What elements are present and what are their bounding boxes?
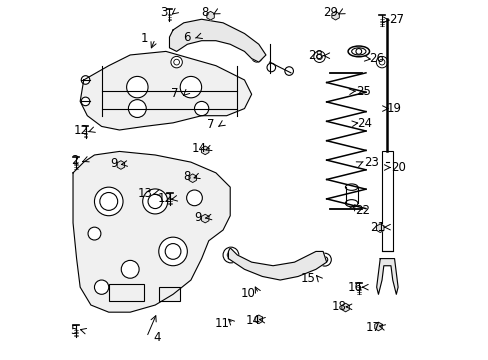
Text: 16: 16 xyxy=(347,281,362,294)
Circle shape xyxy=(81,76,90,84)
Text: 2: 2 xyxy=(71,154,79,167)
Circle shape xyxy=(285,67,293,75)
Text: 20: 20 xyxy=(390,161,405,174)
Polygon shape xyxy=(331,12,339,20)
Text: 7: 7 xyxy=(171,87,178,100)
Text: 25: 25 xyxy=(355,85,370,98)
Circle shape xyxy=(81,97,90,106)
Circle shape xyxy=(313,51,325,63)
Text: 7: 7 xyxy=(206,118,214,131)
Circle shape xyxy=(148,194,162,208)
Circle shape xyxy=(227,251,234,258)
Text: 29: 29 xyxy=(322,6,337,19)
Circle shape xyxy=(318,253,331,266)
Text: 23: 23 xyxy=(363,156,378,169)
Circle shape xyxy=(171,57,182,68)
Circle shape xyxy=(376,57,387,68)
Polygon shape xyxy=(188,174,196,183)
Circle shape xyxy=(172,29,184,42)
Text: 22: 22 xyxy=(354,204,369,217)
Polygon shape xyxy=(376,224,383,233)
Text: 6: 6 xyxy=(183,31,191,44)
Circle shape xyxy=(88,227,101,240)
Circle shape xyxy=(223,247,238,263)
Text: 4: 4 xyxy=(153,331,161,344)
Text: 28: 28 xyxy=(307,49,322,62)
Circle shape xyxy=(203,216,207,221)
Text: 14: 14 xyxy=(245,314,260,327)
Text: 8: 8 xyxy=(201,6,208,19)
Ellipse shape xyxy=(345,184,357,190)
Text: 27: 27 xyxy=(388,13,404,27)
Text: 5: 5 xyxy=(70,324,77,337)
Polygon shape xyxy=(341,303,348,312)
Ellipse shape xyxy=(347,46,369,57)
Polygon shape xyxy=(255,315,262,324)
Circle shape xyxy=(377,226,382,230)
Circle shape xyxy=(128,100,146,117)
Polygon shape xyxy=(228,248,326,280)
Circle shape xyxy=(203,148,207,153)
Circle shape xyxy=(180,76,201,98)
Polygon shape xyxy=(374,322,382,331)
Circle shape xyxy=(190,176,194,180)
Circle shape xyxy=(333,14,337,18)
Circle shape xyxy=(316,54,322,60)
Circle shape xyxy=(194,102,208,116)
Circle shape xyxy=(251,51,262,62)
Polygon shape xyxy=(201,146,208,155)
Circle shape xyxy=(100,193,118,210)
Circle shape xyxy=(343,305,347,310)
Text: 26: 26 xyxy=(368,52,384,65)
Text: 1: 1 xyxy=(141,32,148,45)
Circle shape xyxy=(121,260,139,278)
Bar xyxy=(108,284,144,301)
Text: 17: 17 xyxy=(365,321,380,334)
Circle shape xyxy=(256,317,261,321)
Circle shape xyxy=(254,54,259,59)
Ellipse shape xyxy=(345,200,357,207)
Text: 24: 24 xyxy=(356,117,371,130)
Text: 14: 14 xyxy=(191,142,206,155)
Circle shape xyxy=(173,59,179,65)
Circle shape xyxy=(119,163,123,167)
Text: 15: 15 xyxy=(300,272,315,285)
Circle shape xyxy=(378,59,384,65)
Text: 12: 12 xyxy=(157,192,172,205)
Circle shape xyxy=(165,244,181,259)
Polygon shape xyxy=(206,12,214,20)
Text: 10: 10 xyxy=(240,287,255,300)
Text: 9: 9 xyxy=(194,211,202,224)
Text: 11: 11 xyxy=(214,317,229,330)
Polygon shape xyxy=(117,161,124,169)
Bar xyxy=(159,287,180,301)
Circle shape xyxy=(159,237,187,266)
Polygon shape xyxy=(80,51,251,130)
Circle shape xyxy=(266,63,275,72)
Circle shape xyxy=(186,190,202,206)
Circle shape xyxy=(142,189,167,214)
Ellipse shape xyxy=(351,48,365,55)
Circle shape xyxy=(355,49,361,54)
Circle shape xyxy=(208,14,212,18)
Text: 8: 8 xyxy=(183,170,191,183)
Circle shape xyxy=(126,76,148,98)
Text: 13: 13 xyxy=(138,187,152,200)
Circle shape xyxy=(376,324,380,329)
Polygon shape xyxy=(73,152,230,312)
Polygon shape xyxy=(376,258,397,294)
Circle shape xyxy=(322,257,327,262)
Bar xyxy=(381,152,392,251)
Polygon shape xyxy=(169,19,265,62)
Text: 9: 9 xyxy=(110,157,118,170)
Text: 12: 12 xyxy=(73,124,88,137)
Circle shape xyxy=(94,280,108,294)
Circle shape xyxy=(175,32,181,38)
Text: 19: 19 xyxy=(386,102,401,115)
Text: 21: 21 xyxy=(369,221,384,234)
Text: 3: 3 xyxy=(160,6,167,19)
Circle shape xyxy=(94,187,123,216)
Polygon shape xyxy=(201,214,208,223)
Text: 18: 18 xyxy=(331,300,346,313)
